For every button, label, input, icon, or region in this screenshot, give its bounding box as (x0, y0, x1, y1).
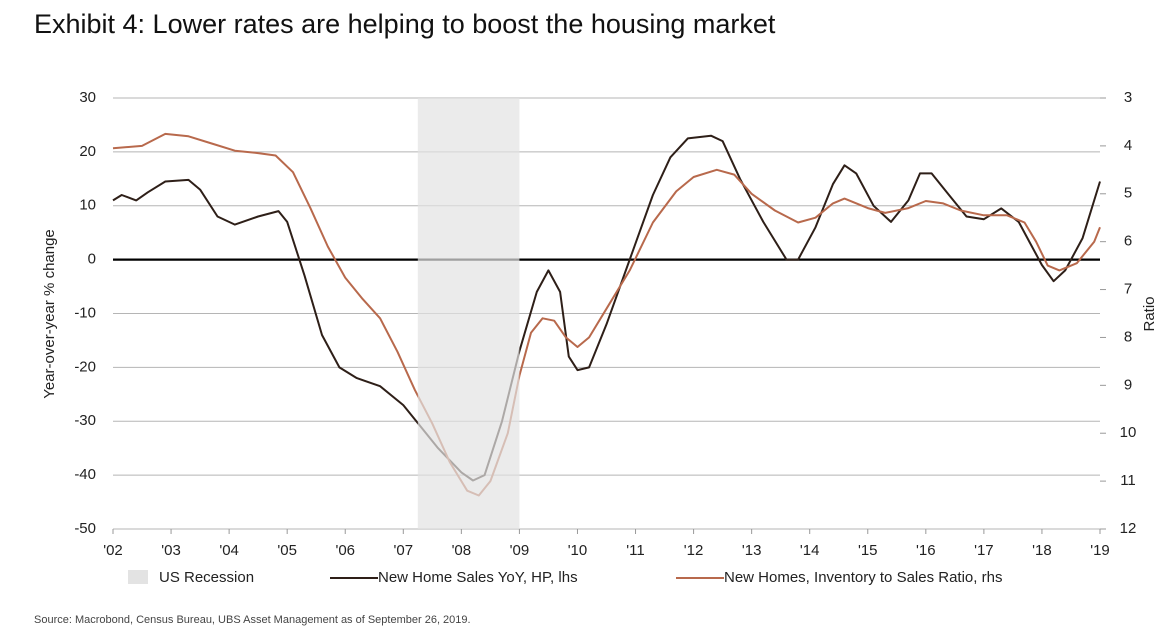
y-tick-label: -40 (74, 466, 96, 483)
x-tick-label: '13 (742, 542, 762, 559)
y2-tick-label: 7 (1124, 281, 1132, 298)
y2-tick-label: 12 (1120, 520, 1137, 537)
y-tick-label: -10 (74, 304, 96, 321)
y2-tick-label: 6 (1124, 233, 1132, 250)
y2-tick-label: 10 (1120, 424, 1137, 441)
y-tick-label: 30 (79, 89, 96, 106)
x-tick-label: '03 (161, 542, 181, 559)
x-tick-label: '17 (974, 542, 994, 559)
legend-swatch (128, 570, 148, 584)
y2-tick-label: 5 (1124, 185, 1132, 202)
y-tick-label: -30 (74, 412, 96, 429)
y2-tick-label: 4 (1124, 137, 1132, 154)
y2-tick-label: 9 (1124, 376, 1132, 393)
legend-label: New Home Sales YoY, HP, lhs (378, 569, 578, 586)
series-line (112, 132, 1101, 497)
y2-tick-label: 11 (1120, 472, 1136, 489)
legend-label: New Homes, Inventory to Sales Ratio, rhs (724, 569, 1002, 586)
x-tick-label: '08 (452, 542, 472, 559)
x-tick-label: '15 (858, 542, 878, 559)
x-tick-label: '09 (510, 542, 530, 559)
y-tick-label: -50 (74, 520, 96, 537)
x-tick-label: '05 (277, 542, 297, 559)
chart-title: Exhibit 4: Lower rates are helping to bo… (34, 9, 776, 39)
series-line (112, 134, 1101, 482)
x-tick-label: '07 (394, 542, 414, 559)
y2-axis-label: Ratio (1141, 296, 1158, 331)
x-tick-label: '18 (1032, 542, 1052, 559)
x-tick-label: '06 (335, 542, 355, 559)
x-tick-label: '12 (684, 542, 704, 559)
y-axis-label: Year-over-year % change (41, 229, 58, 399)
y-tick-label: -20 (74, 358, 96, 375)
y-tick-label: 0 (88, 251, 96, 268)
x-tick-label: '14 (800, 542, 820, 559)
source-note: Source: Macrobond, Census Bureau, UBS As… (34, 614, 471, 626)
y2-tick-label: 8 (1124, 328, 1132, 345)
x-tick-label: '10 (568, 542, 588, 559)
x-tick-label: '16 (916, 542, 936, 559)
y2-tick-label: 3 (1124, 89, 1132, 106)
legend-label: US Recession (159, 569, 254, 586)
x-tick-label: '02 (103, 542, 123, 559)
recession-band (417, 98, 520, 529)
x-tick-label: '19 (1090, 542, 1110, 559)
x-tick-label: '11 (626, 542, 644, 559)
y-tick-label: 20 (79, 143, 96, 160)
y-tick-label: 10 (79, 197, 96, 214)
x-tick-label: '04 (219, 542, 239, 559)
